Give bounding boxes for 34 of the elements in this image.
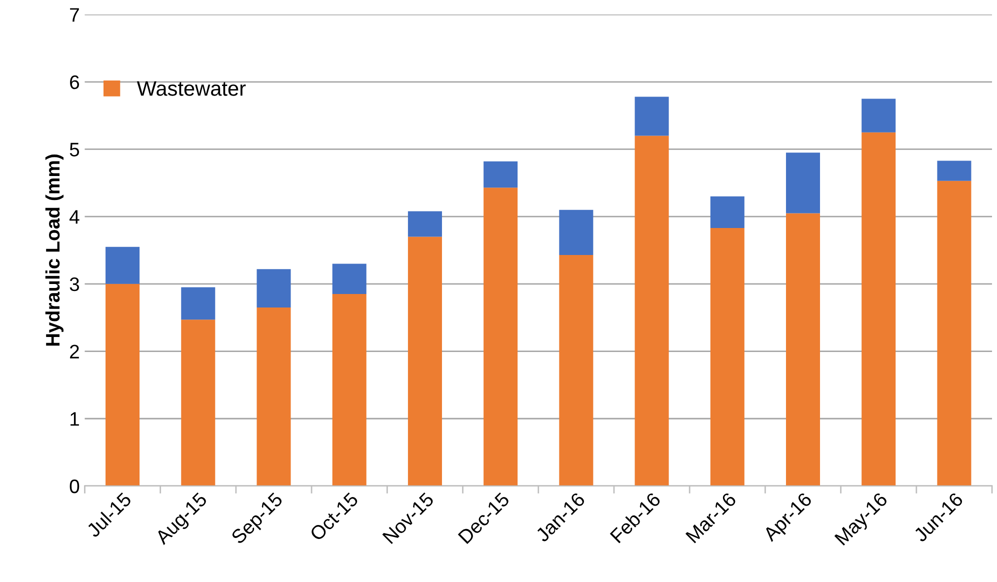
y-axis-title: Hydraulic Load (mm)	[45, 154, 64, 346]
bar	[786, 152, 820, 214]
bar	[634, 136, 669, 486]
legend-label: Wastewater	[136, 81, 246, 96]
bar	[710, 196, 744, 228]
bar	[937, 160, 972, 181]
bar	[786, 213, 820, 486]
bar	[332, 294, 366, 486]
y-tick-label: 4	[70, 210, 80, 224]
bar	[937, 180, 972, 486]
bar	[181, 287, 216, 320]
bar	[559, 210, 594, 255]
y-tick-label: 3	[70, 277, 80, 292]
bar	[634, 96, 669, 136]
bar	[106, 246, 140, 284]
y-tick-label: 5	[70, 142, 80, 156]
bar	[256, 269, 291, 308]
y-tick-label: 7	[70, 8, 79, 22]
bar	[332, 264, 366, 294]
bar	[484, 161, 518, 188]
bar	[559, 254, 594, 486]
bar	[181, 320, 216, 486]
bar	[710, 228, 744, 486]
y-tick-label: 6	[70, 75, 80, 90]
bar	[106, 284, 140, 486]
bar	[256, 308, 291, 486]
y-tick-label: 1	[70, 412, 79, 426]
bar	[484, 188, 518, 486]
bar	[862, 132, 896, 486]
y-tick-label: 2	[70, 344, 79, 358]
bar	[408, 211, 442, 237]
y-tick-label: 0	[70, 479, 80, 494]
bar	[408, 236, 442, 486]
bar	[862, 98, 896, 132]
